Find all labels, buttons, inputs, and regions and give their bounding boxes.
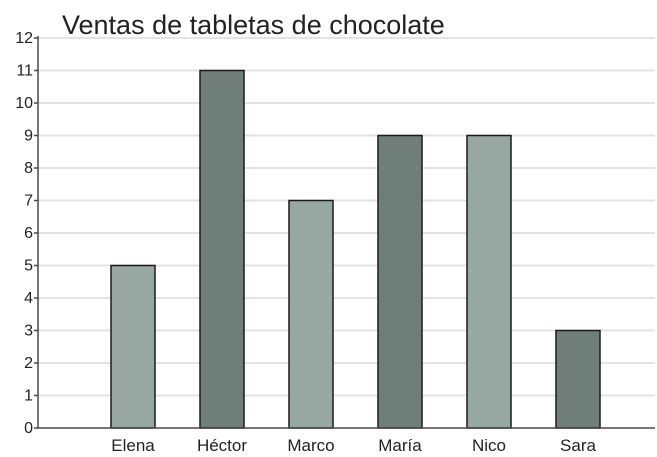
x-category-label: Elena — [111, 436, 155, 455]
y-tick-label: 6 — [24, 225, 33, 242]
y-tick-label: 8 — [24, 160, 33, 177]
bar-maría — [377, 134, 423, 429]
bar-marco — [288, 199, 334, 429]
x-category-label: Sara — [560, 436, 596, 455]
y-tick-label: 0 — [24, 420, 33, 437]
y-tick-label: 12 — [15, 30, 33, 47]
bar-sara — [555, 329, 601, 429]
x-category-label: Héctor — [197, 436, 247, 455]
y-tick-label: 2 — [24, 355, 33, 372]
y-tick-label: 7 — [24, 193, 33, 210]
x-category-label: Nico — [472, 436, 506, 455]
y-tick-label: 9 — [24, 128, 33, 145]
bar-elena — [110, 264, 156, 429]
y-tick-label: 4 — [24, 290, 33, 307]
x-category-label: Marco — [287, 436, 334, 455]
bar-héctor — [199, 69, 245, 429]
y-tick-label: 11 — [16, 63, 33, 80]
x-category-labels: Elena Héctor Marco María Nico Sara — [111, 436, 596, 455]
y-tick-label: 10 — [15, 95, 33, 112]
bars — [110, 69, 601, 429]
y-tick-label: 3 — [24, 323, 33, 340]
bar-nico — [466, 134, 512, 429]
chart-title: Ventas de tabletas de chocolate — [62, 10, 445, 40]
x-category-label: María — [378, 436, 422, 455]
y-tick-label: 5 — [24, 258, 33, 275]
y-tick-label: 1 — [24, 388, 33, 405]
